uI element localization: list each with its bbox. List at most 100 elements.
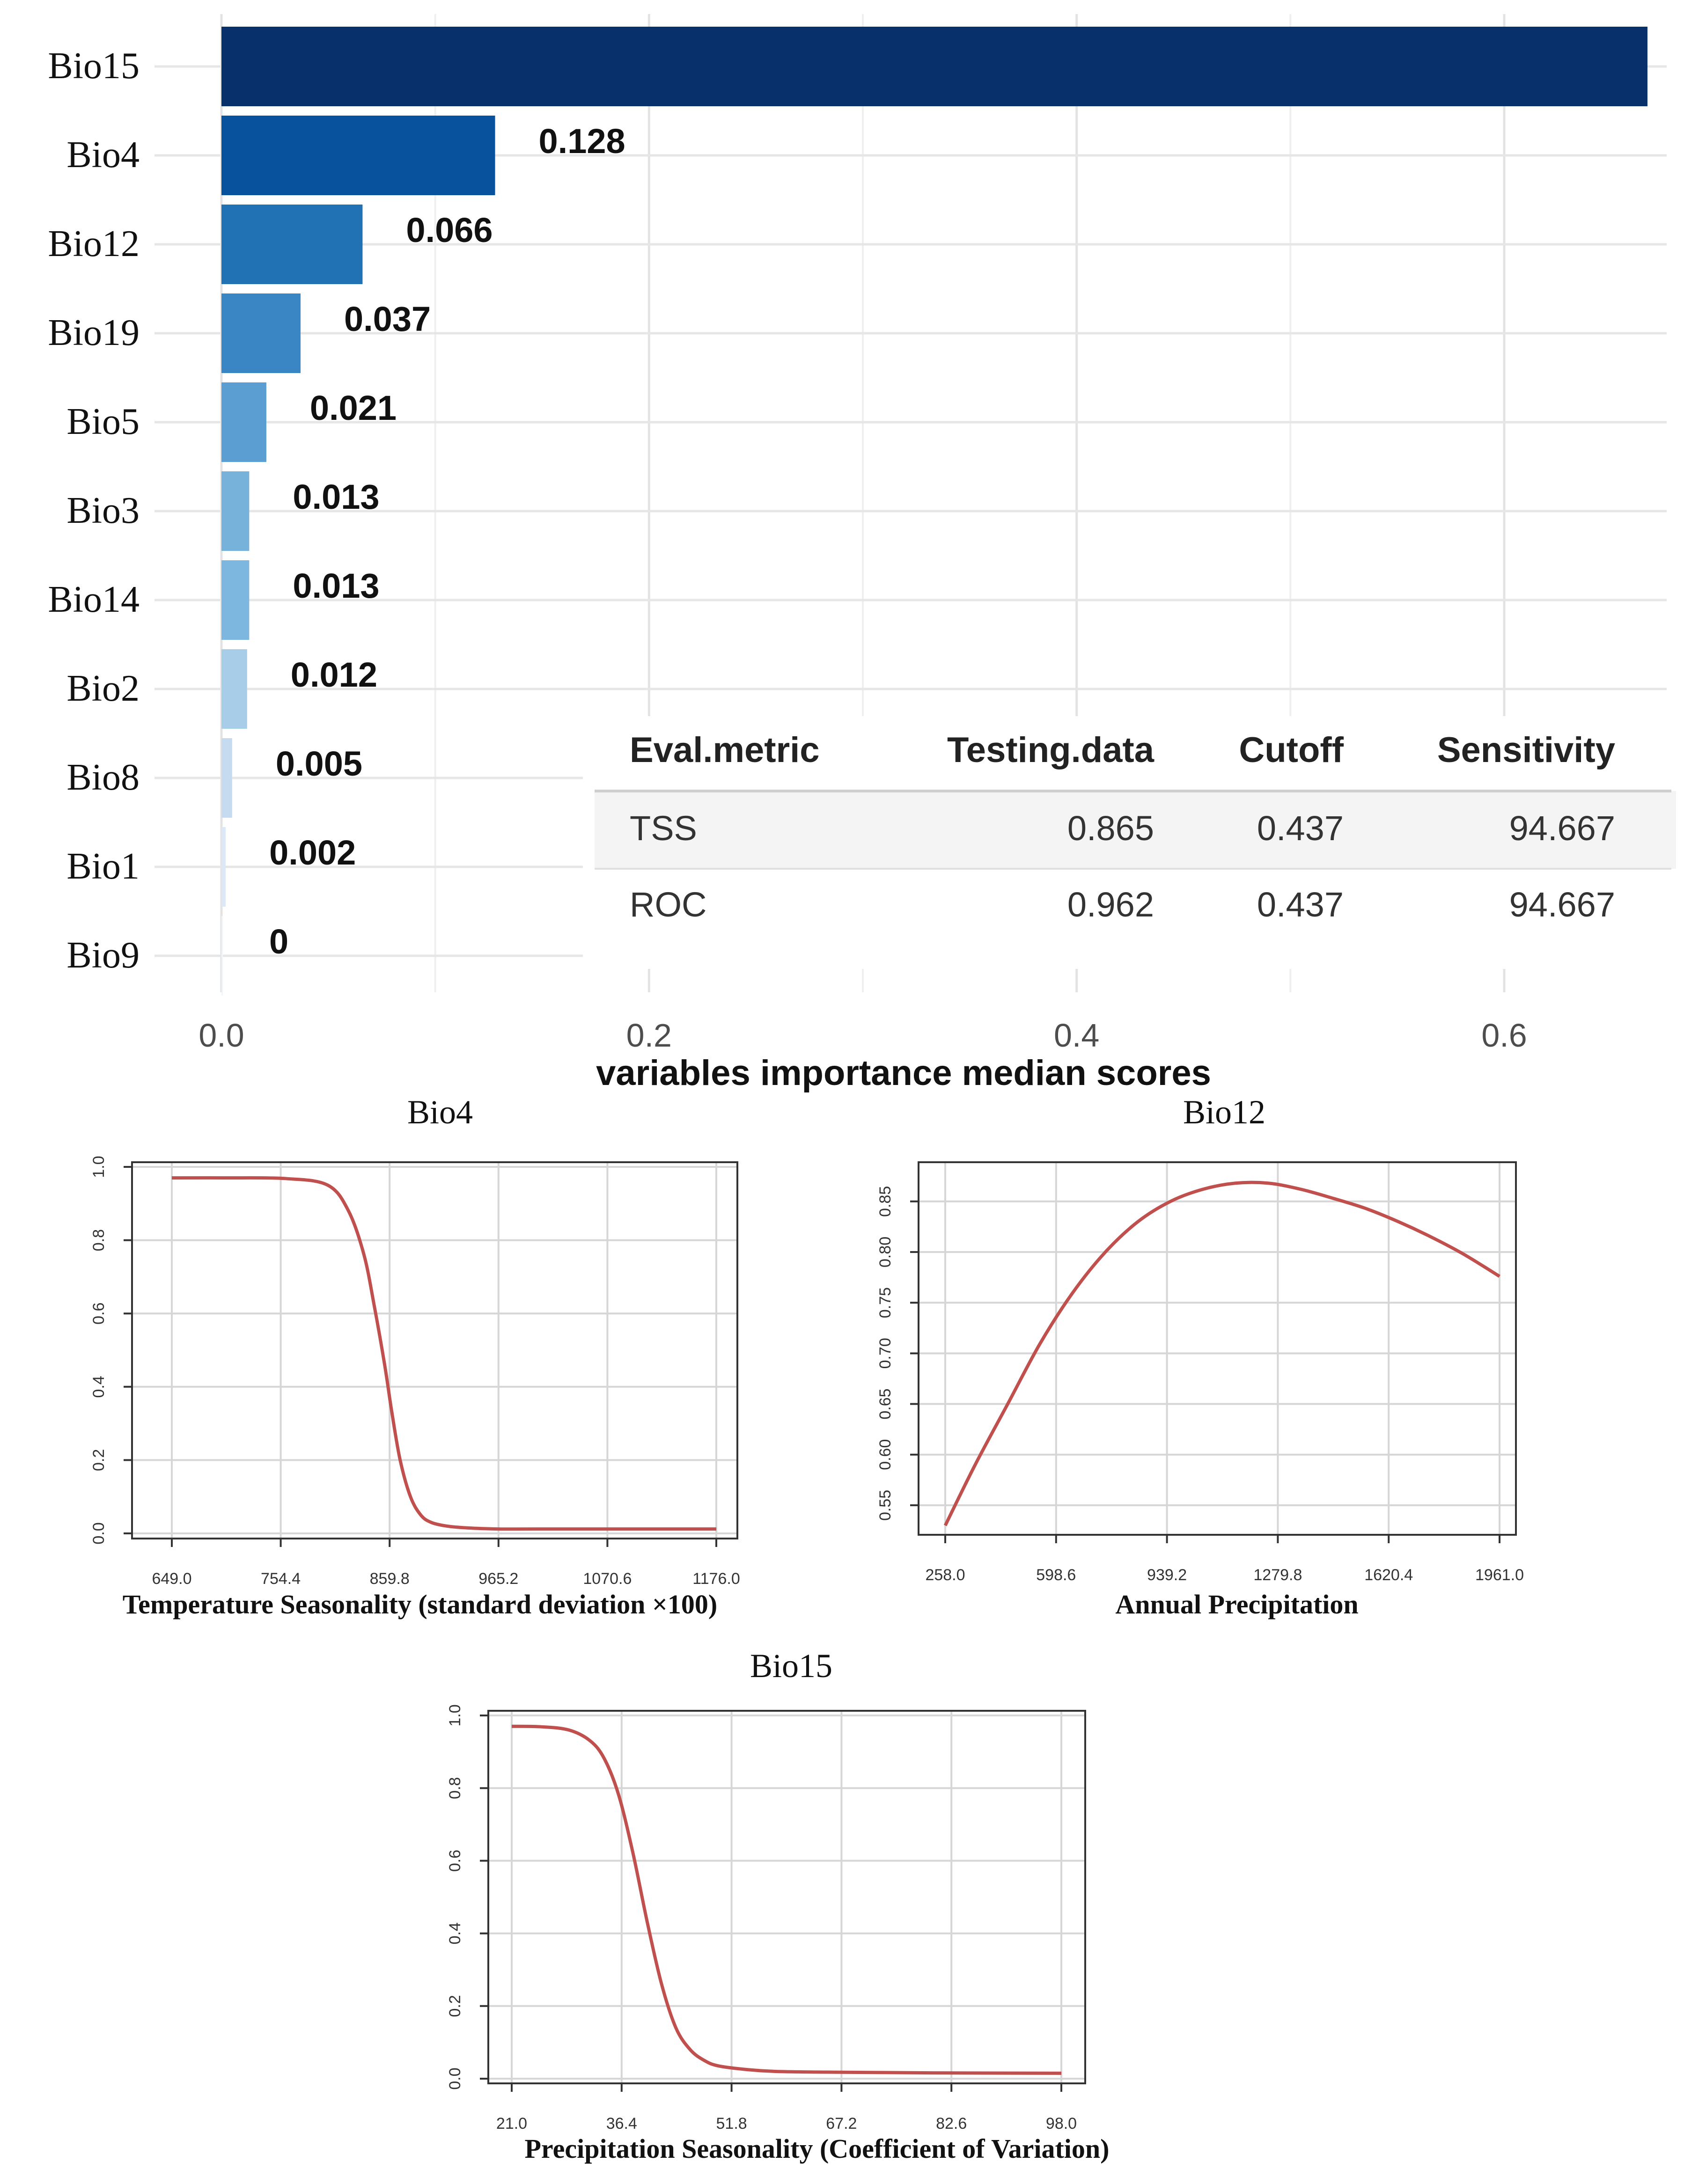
x-axis-label-bio12: Annual Precipitation	[1115, 1589, 1358, 1620]
y-tick-label: 0.8	[90, 1229, 108, 1251]
x-tick-label: 1961.0	[1475, 1566, 1524, 1584]
x-tick-label: 98.0	[1046, 2115, 1077, 2133]
y-tick-label: 0.6	[446, 1850, 464, 1872]
y-tick-label: 0.70	[876, 1338, 894, 1369]
evaluation-table-header: Eval.metric	[630, 730, 820, 770]
category-label: Bio1	[66, 846, 140, 887]
category-label: Bio3	[66, 490, 140, 531]
y-tick-label: 1.0	[446, 1704, 464, 1726]
y-tick-label: 1.0	[90, 1156, 108, 1178]
x-tick-label: 82.6	[936, 2115, 967, 2133]
x-tick-label: 0.6	[1481, 1017, 1527, 1054]
x-tick-label: 754.4	[261, 1570, 301, 1588]
importance-bar-bio2	[221, 649, 247, 729]
evaluation-table-cell: 0.437	[1257, 885, 1344, 924]
response-curve-bio4: Bio4 Temperature Seasonality (standard d…	[90, 1093, 740, 1620]
category-label: Bio4	[66, 134, 140, 176]
evaluation-table-header: Cutoff	[1239, 730, 1344, 770]
value-label: 0.013	[293, 477, 379, 516]
importance-bar-bio3	[221, 471, 250, 551]
x-tick-label: 1070.6	[583, 1570, 632, 1588]
value-label: 0.037	[344, 300, 431, 338]
y-tick-label: 0.80	[876, 1237, 894, 1268]
y-tick-label: 0.85	[876, 1186, 894, 1217]
x-tick-label: 1620.4	[1364, 1566, 1413, 1584]
category-label: Bio15	[48, 45, 140, 87]
value-label: 0.021	[310, 388, 397, 427]
evaluation-table-header: Sensitivity	[1437, 730, 1615, 770]
x-tick-label: 939.2	[1147, 1566, 1187, 1584]
x-tick-label: 598.6	[1036, 1566, 1076, 1584]
plot-border	[487, 1710, 1086, 2084]
x-axis-label-bio15: Precipitation Seasonality (Coefficient o…	[524, 2133, 1109, 2164]
response-curve-bio12: Bio12 Annual Precipitation 258.0 598.6 939…	[876, 1093, 1524, 1620]
response-curve-line	[511, 1724, 1062, 2075]
y-tick-label: 0.75	[876, 1287, 894, 1318]
importance-bar-bio4	[221, 116, 495, 195]
evaluation-table-cell: ROC	[630, 885, 706, 924]
x-tick-label: 51.8	[716, 2115, 747, 2133]
x-axis-label-bio4: Temperature Seasonality (standard deviat…	[123, 1589, 717, 1620]
y-tick-label: 0.2	[90, 1449, 108, 1471]
x-tick-label: 36.4	[606, 2115, 637, 2133]
category-label: Bio14	[48, 579, 140, 620]
category-label: Bio12	[48, 223, 140, 264]
x-tick-label: 67.2	[826, 2115, 857, 2133]
y-tick-label: 0.4	[446, 1922, 464, 1944]
importance-value-labels: 0.6670.1280.0660.0370.0210.0130.0130.012…	[269, 122, 625, 961]
category-label: Bio2	[66, 668, 140, 709]
x-tick-label: 258.0	[925, 1566, 965, 1584]
y-tick-label: 0.0	[446, 2067, 464, 2089]
x-tick-label: 0.2	[626, 1017, 672, 1054]
y-tick-label: 0.8	[446, 1777, 464, 1799]
category-label: Bio5	[66, 401, 140, 442]
x-tick-label: 1176.0	[692, 1570, 740, 1588]
value-label: 0.005	[276, 744, 362, 783]
evaluation-table-header: Testing.data	[947, 730, 1155, 770]
value-label: 0.012	[291, 655, 377, 694]
importance-x-axis-label: variables importance median scores	[596, 1053, 1211, 1093]
panel-title-bio12: Bio12	[1183, 1093, 1265, 1131]
plot-border	[918, 1161, 1517, 1536]
value-label: 0	[269, 922, 288, 961]
x-tick-label: 649.0	[152, 1570, 191, 1588]
plot-border	[131, 1161, 738, 1539]
panel-title-bio4: Bio4	[407, 1093, 473, 1131]
importance-x-ticks: 0.0 0.2 0.4 0.6	[199, 1017, 1527, 1054]
y-tick-label: 0.2	[446, 1995, 464, 2017]
importance-bar-chart: Bio15 Bio4 Bio12 Bio19 Bio5 Bio3 Bio14 Bio2 Bio8…	[48, 14, 1678, 1093]
y-tick-label: 0.0	[90, 1522, 108, 1544]
evaluation-table-cell: 0.437	[1257, 809, 1344, 848]
x-tick-label: 21.0	[496, 2115, 527, 2133]
importance-bar-bio12	[221, 205, 363, 284]
response-curve-line	[171, 1176, 716, 1531]
evaluation-table-cell: 94.667	[1509, 809, 1615, 848]
importance-bar-bio1	[221, 827, 226, 907]
y-tick-label: 0.55	[876, 1490, 894, 1521]
category-label: Bio8	[66, 757, 140, 798]
importance-bar-bio9	[221, 916, 223, 996]
evaluation-table: Eval.metric Testing.data Cutoff Sensitivity…	[583, 716, 1678, 969]
value-label: 0.002	[269, 833, 356, 872]
value-label: 0.013	[293, 566, 379, 605]
importance-bars	[221, 27, 1647, 996]
y-tick-label: 0.6	[90, 1303, 108, 1325]
evaluation-table-cell: TSS	[630, 809, 697, 848]
y-tick-label: 0.65	[876, 1388, 894, 1419]
response-curve-bio15: Bio15 Precipitation Seasonality (Coeffic…	[446, 1647, 1110, 2164]
x-tick-label: 859.8	[370, 1570, 410, 1588]
x-tick-label: 0.4	[1054, 1017, 1099, 1054]
value-label: 0.128	[539, 122, 625, 161]
importance-bar-bio5	[221, 382, 266, 462]
evaluation-table-cell: 0.962	[1067, 885, 1154, 924]
value-label: 0.066	[406, 211, 493, 249]
y-tick-label: 0.4	[90, 1376, 108, 1398]
x-tick-label: 965.2	[478, 1570, 518, 1588]
panel-title-bio15: Bio15	[750, 1647, 832, 1685]
response-curve-line	[943, 1180, 1500, 1526]
importance-bar-bio15	[221, 27, 1647, 106]
importance-bar-bio8	[221, 738, 232, 818]
x-tick-label: 0.0	[199, 1017, 244, 1054]
importance-bar-bio14	[221, 560, 250, 640]
category-label: Bio9	[66, 935, 140, 976]
